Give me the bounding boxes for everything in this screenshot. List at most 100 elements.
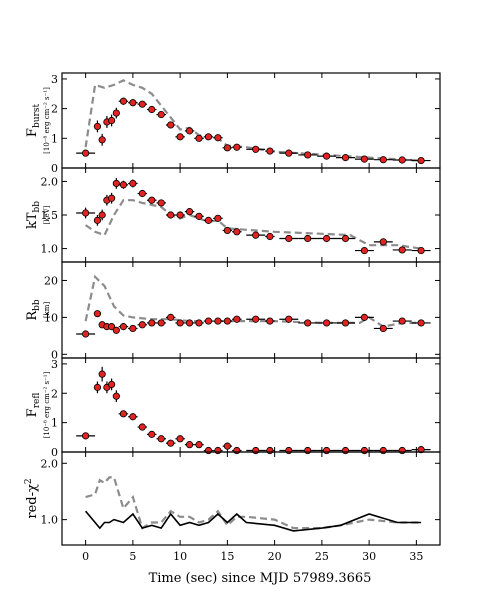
y-tick-label: 2 — [51, 387, 58, 400]
y-tick-label: 20 — [44, 274, 58, 287]
data-marker — [379, 446, 387, 455]
x-tick-label: 20 — [268, 550, 282, 563]
data-point — [175, 211, 185, 219]
solid-line — [84, 510, 422, 532]
y-tick-label: 1.0 — [41, 514, 59, 527]
data-marker — [157, 199, 165, 207]
data-point — [112, 107, 120, 119]
data-marker — [195, 441, 203, 449]
data-point — [246, 231, 266, 239]
data-marker — [185, 319, 194, 327]
data-marker — [98, 211, 106, 219]
data-marker — [285, 446, 293, 455]
data-marker — [233, 315, 241, 323]
data-point — [184, 127, 195, 135]
data-point — [184, 319, 195, 327]
data-point — [222, 144, 233, 152]
data-marker — [138, 189, 146, 198]
dashed-line — [85, 476, 422, 530]
x-axis-label: Time (sec) since MJD 57989.3665 — [149, 571, 372, 586]
data-point — [137, 100, 148, 108]
y-axis-unit: [km] — [43, 302, 51, 319]
data-marker — [119, 410, 128, 418]
panel-frame — [61, 357, 441, 453]
data-marker — [360, 246, 368, 255]
data-point — [175, 133, 185, 141]
data-marker — [129, 324, 137, 333]
data-marker — [322, 152, 331, 160]
data-point — [147, 319, 157, 327]
data-marker — [223, 226, 231, 235]
data-point — [108, 323, 116, 331]
data-point — [194, 212, 204, 220]
data-point — [184, 208, 195, 216]
data-marker — [266, 232, 274, 241]
data-point — [112, 178, 120, 189]
data-point — [213, 446, 223, 455]
y-axis-label: kTbb — [25, 201, 42, 229]
data-marker — [148, 319, 156, 327]
x-tick-label: 15 — [220, 550, 234, 563]
x-tick-label: 5 — [129, 550, 136, 563]
panel-frame — [61, 72, 441, 169]
data-point — [128, 413, 138, 421]
data-point — [392, 156, 412, 164]
data-marker — [112, 326, 120, 334]
data-point — [128, 324, 138, 333]
data-marker — [360, 446, 368, 455]
y-axis-label: red-χ2 — [24, 478, 40, 518]
data-marker — [112, 179, 120, 188]
data-marker — [233, 446, 241, 455]
y-tick-label: 2.0 — [41, 457, 59, 470]
data-marker — [98, 136, 106, 144]
y-axis-unit: [10⁻⁸ erg cm⁻² s⁻¹] — [43, 371, 51, 438]
data-marker — [379, 324, 387, 333]
data-marker — [285, 234, 293, 243]
data-marker — [108, 194, 116, 202]
data-marker — [204, 133, 213, 141]
data-marker — [223, 442, 231, 450]
data-point — [265, 317, 275, 325]
data-marker — [112, 109, 120, 117]
data-marker — [252, 446, 260, 455]
data-marker — [108, 323, 116, 331]
y-tick-label: 1 — [51, 132, 58, 145]
data-marker — [195, 212, 203, 220]
data-marker — [93, 310, 102, 318]
x-tick-label: 10 — [173, 550, 187, 563]
data-marker — [82, 432, 90, 440]
data-point — [93, 215, 102, 226]
data-point — [184, 441, 195, 449]
data-marker — [214, 214, 222, 222]
data-marker — [223, 144, 231, 152]
panel-2: 1.0 1.5 2.0 kTbb [keV] — [25, 167, 441, 263]
data-point — [118, 410, 129, 418]
data-marker — [398, 246, 406, 254]
data-point — [118, 323, 129, 331]
data-point — [411, 319, 431, 327]
data-marker — [417, 156, 425, 165]
data-marker — [398, 156, 406, 164]
y-tick-label: 3 — [51, 358, 58, 371]
data-marker — [417, 246, 425, 255]
data-point — [222, 226, 233, 235]
data-marker — [266, 147, 274, 155]
panel-frame — [61, 261, 441, 359]
x-tick-label: 35 — [409, 550, 423, 563]
data-point — [232, 315, 242, 323]
data-point — [203, 216, 214, 224]
data-point — [336, 234, 355, 243]
data-marker — [185, 127, 194, 135]
data-marker — [82, 149, 90, 157]
data-point — [411, 246, 431, 255]
data-marker — [148, 196, 156, 204]
data-marker — [185, 208, 194, 216]
data-marker — [360, 155, 368, 163]
data-marker — [138, 100, 146, 108]
data-marker — [148, 105, 156, 114]
x-tick-label: 0 — [82, 550, 89, 563]
data-marker — [108, 116, 116, 125]
data-marker — [398, 446, 406, 455]
data-point — [165, 121, 176, 129]
